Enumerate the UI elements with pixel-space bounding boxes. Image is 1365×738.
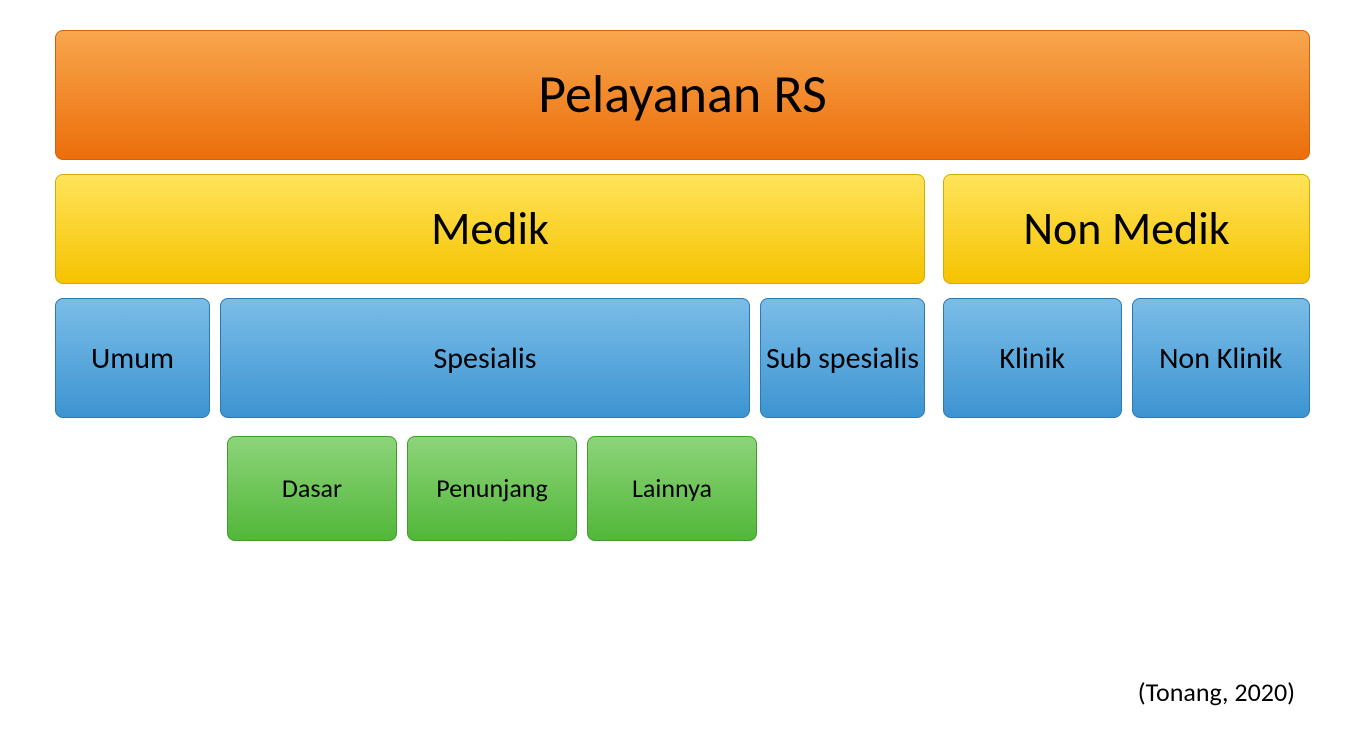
dasar-box: Dasar xyxy=(227,436,397,541)
penunjang-box: Penunjang xyxy=(407,436,577,541)
nonklinik-box: Non Klinik xyxy=(1132,298,1311,418)
level4-row: Dasar Penunjang Lainnya xyxy=(227,436,1310,541)
level2-row: Medik Non Medik xyxy=(55,174,1310,284)
citation-text: (Tonang, 2020) xyxy=(1138,676,1295,708)
subspesialis-box: Sub spesialis xyxy=(760,298,925,418)
umum-box: Umum xyxy=(55,298,210,418)
lainnya-box: Lainnya xyxy=(587,436,757,541)
nonmedik-box: Non Medik xyxy=(943,174,1310,284)
title-box: Pelayanan RS xyxy=(55,30,1310,160)
level3-row: Umum Spesialis Sub spesialis Klinik Non … xyxy=(55,298,1310,418)
spesialis-box: Spesialis xyxy=(220,298,750,418)
klinik-box: Klinik xyxy=(943,298,1122,418)
medik-box: Medik xyxy=(55,174,925,284)
